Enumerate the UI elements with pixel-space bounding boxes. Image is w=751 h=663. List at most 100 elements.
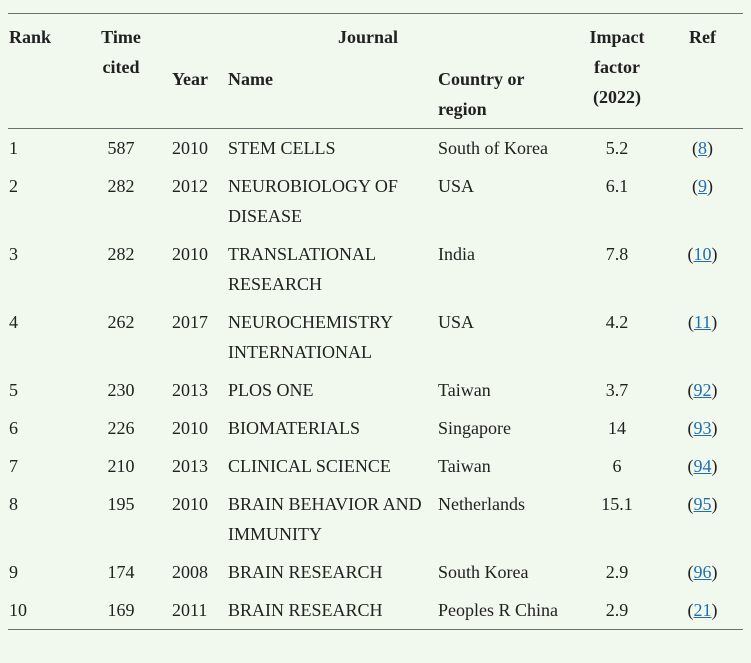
ref-open-paren: ( — [687, 494, 694, 514]
rank-cell: 1 — [9, 138, 18, 158]
rank-cell: 4 — [9, 312, 18, 332]
time-cited-cell: 210 — [107, 456, 135, 476]
journal-name-cell: NEUROCHEMISTRY INTERNATIONAL — [228, 312, 393, 362]
ref-open-paren: ( — [692, 138, 699, 158]
journal-name-cell: BRAIN BEHAVIOR AND IMMUNITY — [228, 494, 422, 544]
ref-cell: (96) — [662, 553, 743, 591]
col-header-name: Name — [228, 69, 273, 89]
country-cell: USA — [438, 312, 475, 332]
time-cited-cell: 282 — [107, 176, 135, 196]
journal-name-cell: TRANSLATIONAL RESEARCH — [228, 244, 376, 294]
year-cell: 2010 — [172, 418, 208, 438]
country-cell: South of Korea — [438, 138, 548, 158]
ref-link[interactable]: 94 — [693, 456, 712, 476]
year-cell: 2010 — [172, 244, 208, 264]
table-row: 6 226 2010 BIOMATERIALS Singapore 14 (93… — [8, 409, 743, 447]
country-cell: India — [438, 244, 475, 264]
journal-name-cell: NEUROBIOLOGY OF DISEASE — [228, 176, 398, 226]
ref-link[interactable]: 96 — [693, 562, 712, 582]
country-cell: Taiwan — [438, 456, 491, 476]
ref-open-paren: ( — [687, 380, 694, 400]
ref-close-paren: ) — [707, 176, 714, 196]
table-row: 4 262 2017 NEUROCHEMISTRY INTERNATIONAL … — [8, 303, 743, 371]
ref-cell: (8) — [662, 129, 743, 168]
header-row-2: Year Name Country or region — [8, 56, 743, 129]
table-row: 10 169 2011 BRAIN RESEARCH Peoples R Chi… — [8, 591, 743, 630]
ref-close-paren: ) — [711, 456, 718, 476]
ref-open-paren: ( — [687, 600, 694, 620]
ref-link[interactable]: 11 — [693, 312, 712, 332]
col-header-impact-factor: Impact factor (2022) — [589, 27, 645, 107]
time-cited-cell: 169 — [107, 600, 135, 620]
ref-cell: (94) — [662, 447, 743, 485]
col-header-year: Year — [172, 69, 208, 89]
journal-name-cell: BRAIN RESEARCH — [228, 600, 383, 620]
country-cell: Netherlands — [438, 494, 525, 514]
rank-cell: 3 — [9, 244, 18, 264]
country-cell: USA — [438, 176, 475, 196]
header-row-1: Rank Time cited Journal Impact factor (2… — [8, 14, 743, 107]
ref-cell: (11) — [662, 303, 743, 371]
ref-link[interactable]: 9 — [698, 176, 708, 196]
ref-cell: (92) — [662, 371, 743, 409]
col-header-journal: Journal — [338, 27, 399, 47]
impact-factor-cell: 2.9 — [605, 562, 629, 582]
ref-close-paren: ) — [711, 494, 718, 514]
col-header-country: Country or region — [438, 69, 525, 119]
ref-cell: (21) — [662, 591, 743, 630]
country-cell: South Korea — [438, 562, 529, 582]
year-cell: 2008 — [172, 562, 208, 582]
year-cell: 2017 — [172, 312, 208, 332]
rank-cell: 10 — [9, 600, 27, 620]
impact-factor-cell: 14 — [608, 418, 627, 438]
ref-cell: (95) — [662, 485, 743, 553]
ref-close-paren: ) — [711, 562, 718, 582]
year-cell: 2010 — [172, 138, 208, 158]
ref-link[interactable]: 8 — [698, 138, 708, 158]
rank-cell: 7 — [9, 456, 18, 476]
year-cell: 2010 — [172, 494, 208, 514]
ref-open-paren: ( — [687, 562, 694, 582]
table-body: 1 587 2010 STEM CELLS South of Korea 5.2… — [8, 129, 743, 630]
col-header-time-cited: Time cited — [101, 27, 141, 77]
impact-factor-cell: 4.2 — [605, 312, 629, 332]
ref-link[interactable]: 21 — [693, 600, 712, 620]
country-cell: Singapore — [438, 418, 511, 438]
country-cell: Peoples R China — [438, 600, 558, 620]
ref-cell: (10) — [662, 235, 743, 303]
impact-factor-cell: 6.1 — [605, 176, 629, 196]
ref-cell: (93) — [662, 409, 743, 447]
ref-link[interactable]: 92 — [693, 380, 712, 400]
year-cell: 2013 — [172, 456, 208, 476]
journal-name-cell: BRAIN RESEARCH — [228, 562, 383, 582]
impact-factor-cell: 2.9 — [605, 600, 629, 620]
ref-close-paren: ) — [707, 138, 714, 158]
ref-close-paren: ) — [711, 418, 718, 438]
col-header-ref: Ref — [689, 27, 717, 47]
year-cell: 2012 — [172, 176, 208, 196]
time-cited-cell: 195 — [107, 494, 135, 514]
time-cited-cell: 587 — [107, 138, 135, 158]
ref-link[interactable]: 95 — [693, 494, 712, 514]
time-cited-cell: 230 — [107, 380, 135, 400]
rank-cell: 5 — [9, 380, 18, 400]
ref-link[interactable]: 93 — [693, 418, 712, 438]
ref-link[interactable]: 10 — [693, 244, 712, 264]
table-row: 1 587 2010 STEM CELLS South of Korea 5.2… — [8, 129, 743, 168]
table-row: 9 174 2008 BRAIN RESEARCH South Korea 2.… — [8, 553, 743, 591]
journal-name-cell: PLOS ONE — [228, 380, 314, 400]
table-row: 3 282 2010 TRANSLATIONAL RESEARCH India … — [8, 235, 743, 303]
ref-close-paren: ) — [711, 600, 718, 620]
impact-factor-cell: 6 — [612, 456, 622, 476]
impact-factor-cell: 7.8 — [605, 244, 629, 264]
impact-factor-cell: 5.2 — [605, 138, 629, 158]
time-cited-cell: 262 — [107, 312, 135, 332]
time-cited-cell: 282 — [107, 244, 135, 264]
journal-name-cell: STEM CELLS — [228, 138, 336, 158]
impact-factor-cell: 15.1 — [601, 494, 633, 514]
year-cell: 2013 — [172, 380, 208, 400]
ref-close-paren: ) — [711, 312, 718, 332]
time-cited-cell: 174 — [107, 562, 135, 582]
rank-cell: 6 — [9, 418, 18, 438]
